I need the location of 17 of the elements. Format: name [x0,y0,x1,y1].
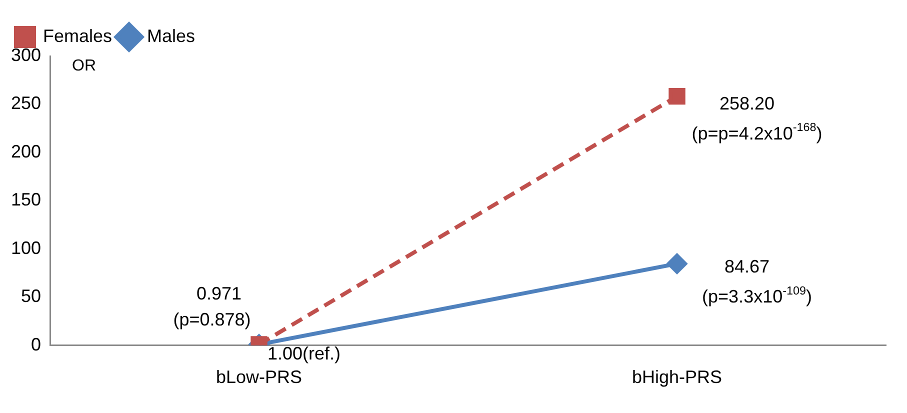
x-tick-label: bLow-PRS [216,367,302,388]
y-tick-label: 50 [21,286,42,306]
annotation: 0.971 [196,283,242,304]
x-tick-label: bHigh-PRS [632,367,722,388]
y-tick-label: 200 [10,141,42,162]
legend-label: Females [43,26,112,46]
y-tick-label: 300 [10,44,42,65]
annotation: 258.20 [719,93,775,114]
y-tick-label: 250 [10,93,42,114]
legend-label: Males [147,26,196,46]
y-tick-label: 150 [10,190,42,210]
y-tick-label: 0 [31,334,42,354]
y-axis-title: OR [72,57,96,74]
y-tick-label: 100 [10,238,42,258]
annotation: (p=0.878) [173,309,251,330]
annotation: 84.67 [724,256,770,277]
annotation: 1.00(ref.) [268,343,341,364]
